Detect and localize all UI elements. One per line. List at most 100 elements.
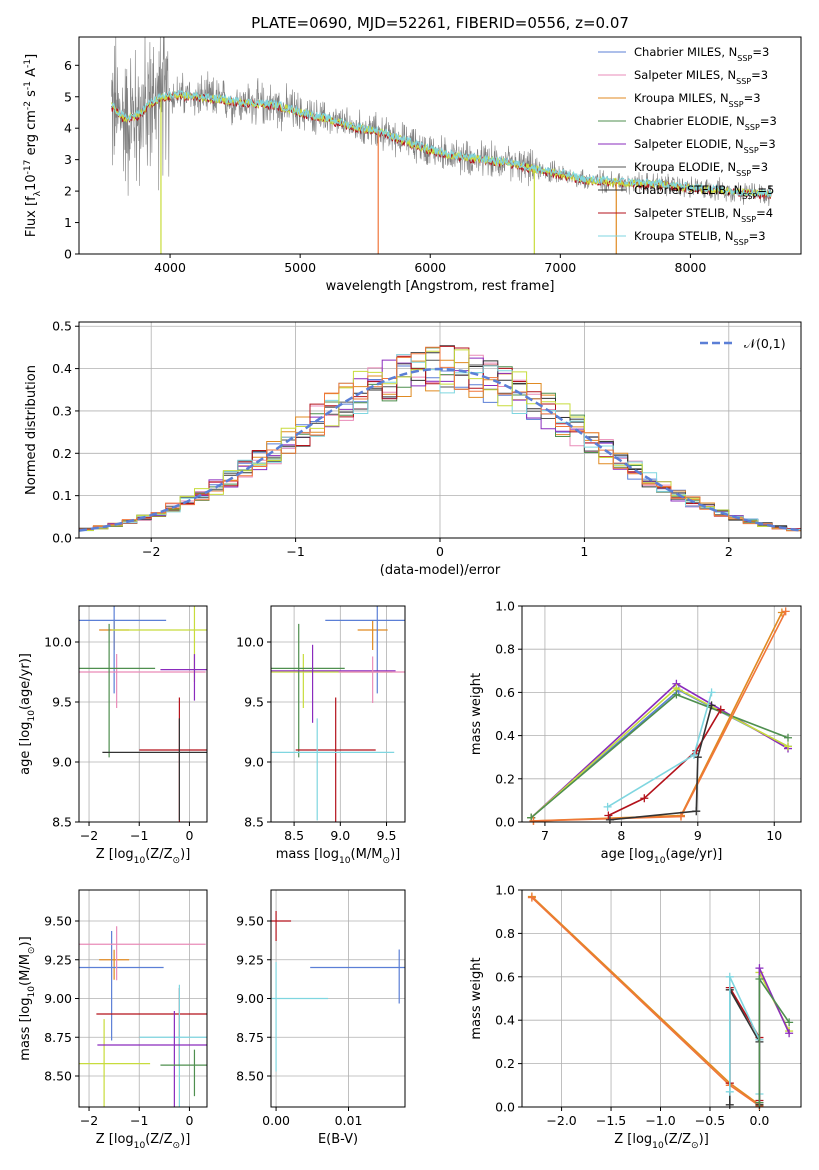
x-tick-label: 4000 bbox=[154, 260, 186, 275]
y-tick-label: 3 bbox=[64, 152, 72, 167]
x-tick-label: −2 bbox=[80, 1113, 98, 1128]
y-axis-label: age [log10(age/yr)] bbox=[18, 653, 37, 775]
legend-label: 𝒩(0,1) bbox=[744, 336, 786, 351]
x-tick-label: −1.5 bbox=[596, 1113, 626, 1128]
x-tick-label: 7 bbox=[541, 828, 549, 843]
x-tick-label: 10 bbox=[766, 828, 782, 843]
series-marker bbox=[692, 807, 701, 816]
y-tick-label: 10.0 bbox=[44, 635, 72, 650]
series-line bbox=[758, 972, 790, 1103]
histogram-line bbox=[79, 346, 801, 532]
series-line bbox=[608, 709, 722, 817]
y-axis-label: mass [log10(M/M⊙)] bbox=[18, 936, 37, 1060]
x-axis-label: age [log10(age/yr)] bbox=[601, 847, 723, 866]
x-tick-label: 0 bbox=[185, 1113, 193, 1128]
y-tick-label: 8.50 bbox=[236, 1069, 264, 1084]
x-tick-label: 9 bbox=[694, 828, 702, 843]
legend-label: Salpeter ELODIE, NSSP=3 bbox=[634, 137, 776, 155]
x-tick-label: 1 bbox=[580, 544, 588, 559]
series-line bbox=[531, 895, 760, 1106]
series-marker bbox=[784, 733, 793, 742]
y-tick-label: 9.5 bbox=[244, 695, 264, 710]
series-marker bbox=[784, 742, 793, 751]
x-tick-label: 0.00 bbox=[262, 1113, 290, 1128]
y-tick-label: 0.8 bbox=[495, 926, 515, 941]
y-tick-label: 8.75 bbox=[44, 1030, 72, 1045]
series-marker bbox=[725, 972, 734, 981]
chart-title: PLATE=0690, MJD=52261, FIBERID=0556, z=0… bbox=[251, 14, 629, 32]
y-tick-label: 0.0 bbox=[495, 815, 515, 830]
spectrum-frame bbox=[78, 36, 802, 255]
y-axis-label: mass weight bbox=[469, 957, 484, 1039]
series-line bbox=[728, 984, 761, 1101]
y-tick-label: 0.4 bbox=[52, 361, 72, 376]
y-tick-label: 0.6 bbox=[495, 685, 515, 700]
x-tick-label: 0.0 bbox=[750, 1113, 770, 1128]
y-tick-label: 10.0 bbox=[236, 635, 264, 650]
y-tick-label: 0.2 bbox=[495, 1056, 515, 1071]
x-axis-label: mass [log10(M/M⊙)] bbox=[276, 847, 400, 866]
mass-vs-ebv-axes bbox=[267, 890, 405, 1111]
series-marker bbox=[755, 1098, 764, 1107]
y-tick-label: 8.5 bbox=[52, 815, 72, 830]
residuals-axes bbox=[75, 322, 801, 542]
normal-curve-line bbox=[79, 367, 801, 532]
x-tick-label: −0.5 bbox=[695, 1113, 725, 1128]
x-tick-label: 0 bbox=[436, 544, 444, 559]
y-tick-label: 9.00 bbox=[44, 991, 72, 1006]
series-marker bbox=[725, 1100, 734, 1109]
x-tick-label: 6000 bbox=[414, 260, 446, 275]
series-line bbox=[609, 705, 713, 821]
y-tick-label: 9.00 bbox=[236, 991, 264, 1006]
x-tick-label: 8.5 bbox=[284, 828, 304, 843]
x-axis-label: Z [log10(Z/Z⊙)] bbox=[96, 847, 191, 866]
y-tick-label: 9.0 bbox=[52, 755, 72, 770]
x-axis-label: E(B-V) bbox=[318, 1132, 358, 1147]
legend-label: Chabrier STELIB, NSSP=5 bbox=[634, 183, 774, 201]
weight-vs-Z-frame bbox=[521, 889, 802, 1108]
age-vs-mass-axes bbox=[267, 606, 405, 826]
x-tick-label: −2.0 bbox=[546, 1113, 576, 1128]
series-marker bbox=[529, 816, 538, 825]
y-tick-label: 9.0 bbox=[244, 755, 264, 770]
y-tick-label: 9.25 bbox=[236, 952, 264, 967]
x-tick-label: −1.0 bbox=[645, 1113, 675, 1128]
x-tick-label: 8000 bbox=[675, 260, 707, 275]
y-tick-label: 0.2 bbox=[495, 771, 515, 786]
series-marker bbox=[640, 794, 649, 803]
legend-label: Kroupa STELIB, NSSP=3 bbox=[634, 229, 766, 247]
mass-vs-ebv-frame bbox=[270, 889, 406, 1108]
series-line bbox=[758, 976, 790, 1103]
model-spectrum-line bbox=[111, 91, 772, 200]
x-tick-label: −2 bbox=[80, 828, 98, 843]
series-marker bbox=[781, 607, 790, 616]
y-tick-label: 0.0 bbox=[52, 531, 72, 546]
series-marker bbox=[725, 1087, 734, 1096]
y-axis-label: mass weight bbox=[469, 673, 484, 755]
series-marker bbox=[707, 688, 716, 697]
residuals-frame bbox=[78, 321, 802, 539]
x-tick-label: −2 bbox=[142, 544, 160, 559]
legend-label: Kroupa ELODIE, NSSP=3 bbox=[634, 160, 768, 178]
y-tick-label: 0.6 bbox=[495, 969, 515, 984]
x-tick-label: −1 bbox=[286, 544, 304, 559]
series-marker bbox=[689, 751, 698, 760]
series-line bbox=[533, 611, 787, 822]
x-axis-label: (data-model)/error bbox=[380, 563, 501, 578]
y-tick-label: 0.5 bbox=[52, 319, 72, 334]
y-tick-label: 9.50 bbox=[236, 914, 264, 929]
series-marker bbox=[785, 1018, 794, 1027]
y-tick-label: 0.1 bbox=[52, 488, 72, 503]
age-vs-Z-frame bbox=[78, 605, 208, 823]
legend-label: Kroupa MILES, NSSP=3 bbox=[634, 91, 761, 109]
y-tick-label: 5 bbox=[64, 89, 72, 104]
y-tick-label: 2 bbox=[64, 184, 72, 199]
age-vs-Z-axes bbox=[75, 606, 207, 826]
y-tick-label: 9.25 bbox=[44, 952, 72, 967]
y-tick-label: 0.8 bbox=[495, 642, 515, 657]
mass-vs-Z-axes bbox=[75, 890, 207, 1111]
legend-label: Chabrier MILES, NSSP=3 bbox=[634, 45, 769, 63]
series-marker bbox=[527, 893, 536, 902]
series-marker bbox=[604, 811, 613, 820]
